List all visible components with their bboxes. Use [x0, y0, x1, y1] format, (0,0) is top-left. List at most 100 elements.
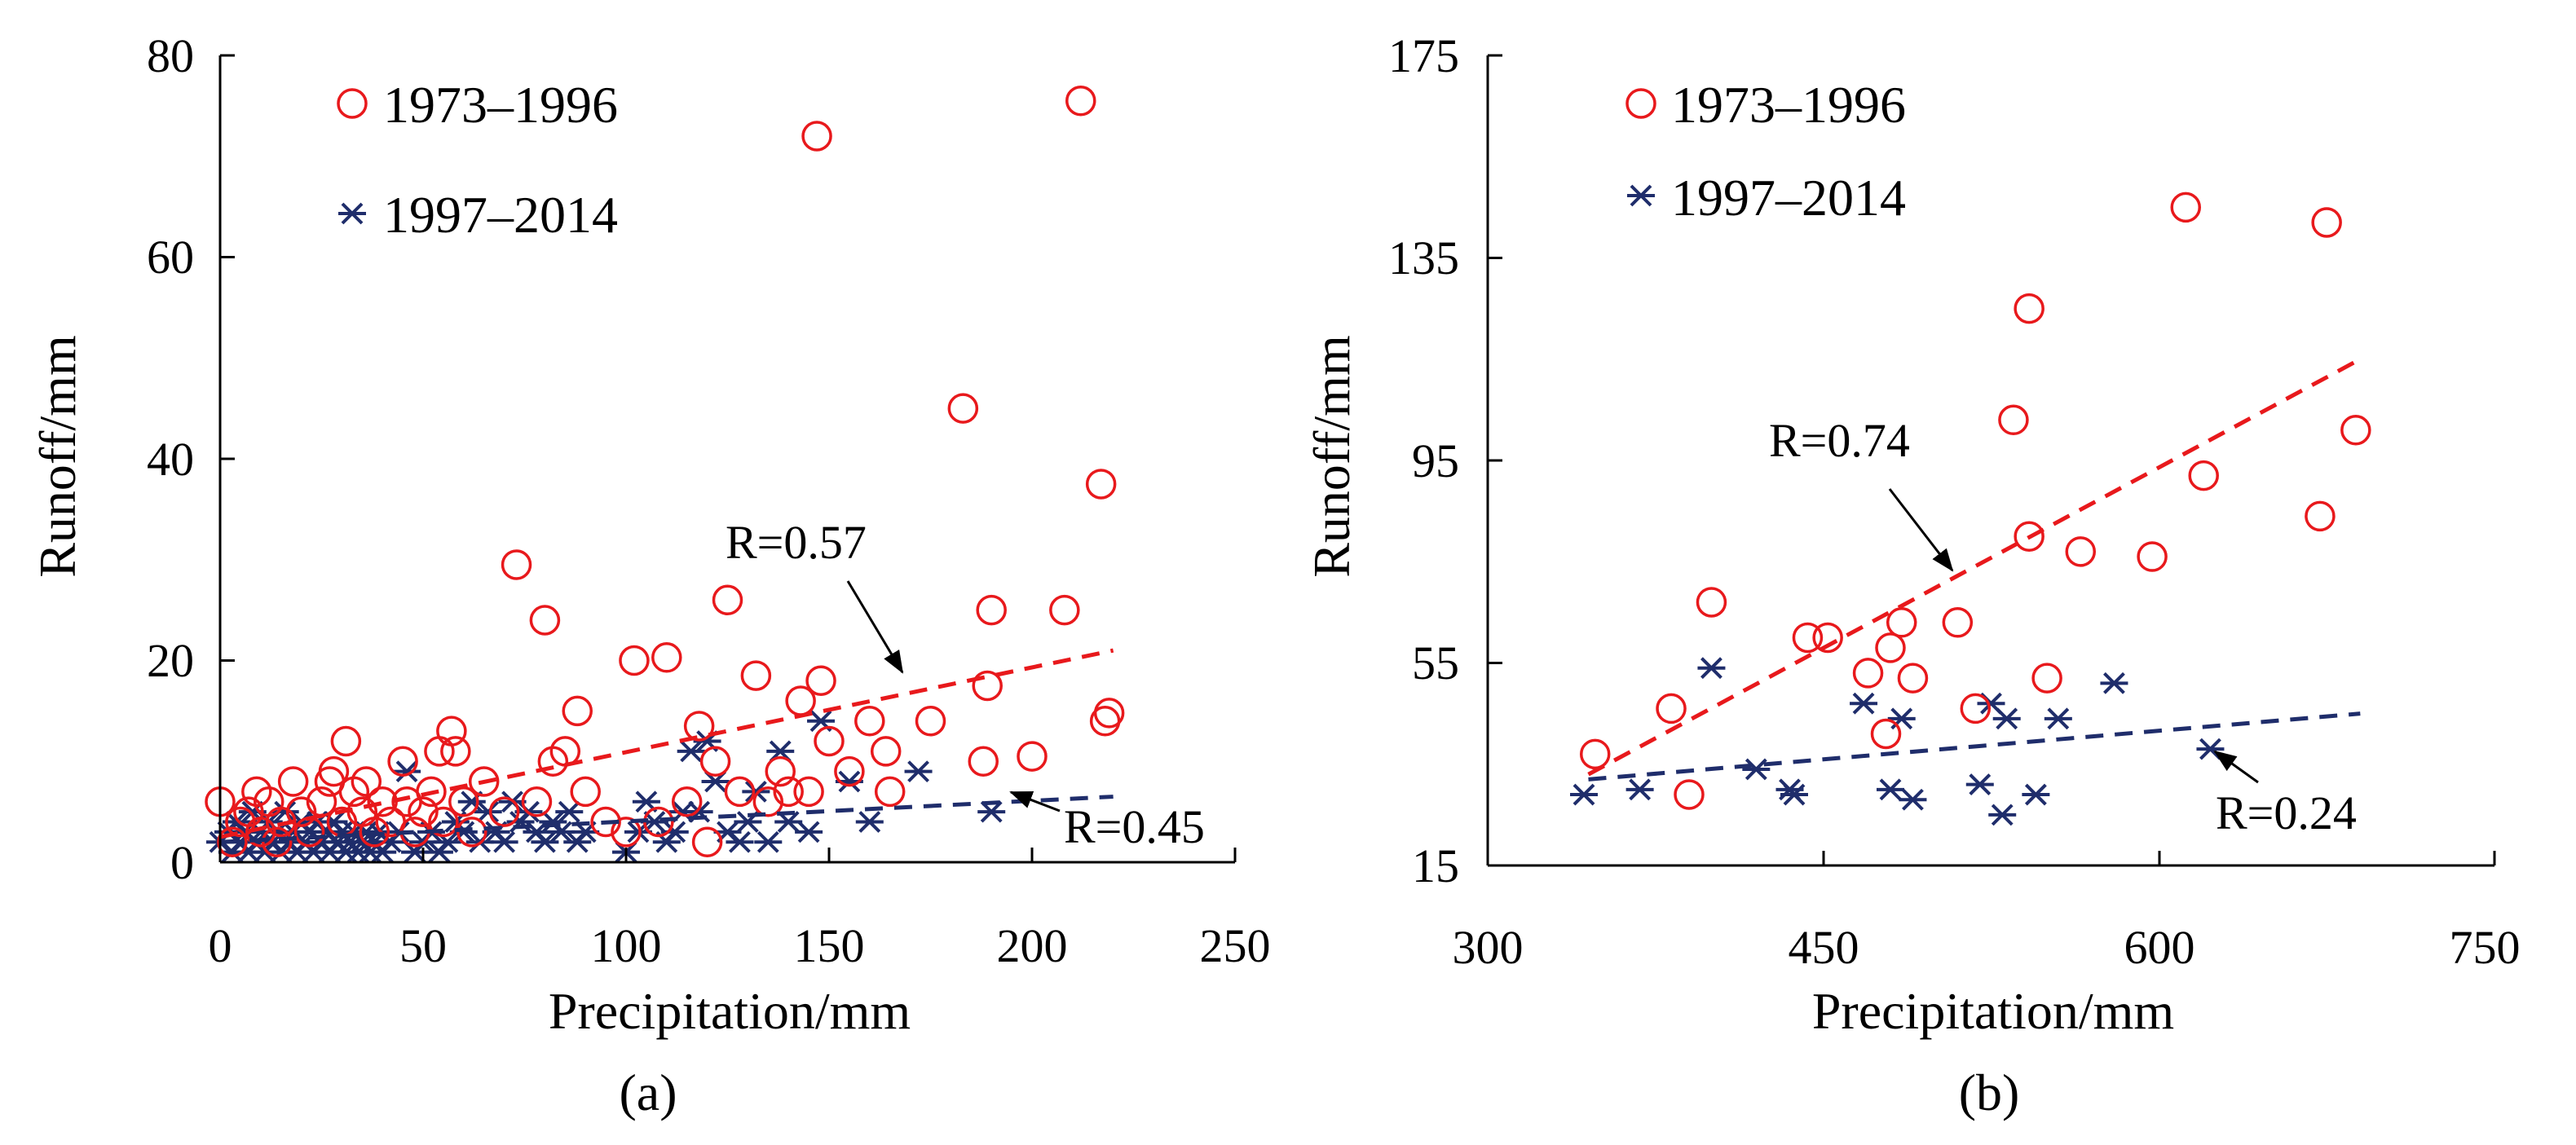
- panel-a-trendline-1973: [219, 648, 1114, 839]
- panel-b-point-1973: [2170, 192, 2202, 223]
- panel-a-x-axis-title: Precipitation/mm: [549, 982, 911, 1040]
- panel-b-point-1997: [2022, 783, 2050, 806]
- panel-a-point-1997: [555, 800, 584, 823]
- panel-a-point-1973: [801, 121, 832, 152]
- panel-a-y-tick-label: 0: [170, 836, 194, 889]
- panel-a-point-1997: [726, 830, 754, 853]
- panel-a-point-1973: [428, 806, 459, 838]
- panel-a-point-1997: [977, 800, 1006, 823]
- panel-b-point-1973: [2311, 207, 2342, 238]
- panel-a-point-1973: [1085, 469, 1117, 500]
- panel-b-point-1973: [1579, 738, 1611, 770]
- panel-a-x-tick-label: 50: [399, 919, 447, 972]
- panel-b-point-1973: [1674, 779, 1705, 810]
- panel-b-label: (b): [1959, 1064, 2020, 1121]
- panel-b-point-1973: [2137, 541, 2168, 572]
- panel-a-point-1973: [691, 826, 723, 857]
- panel-a-x-tick-label: 150: [794, 919, 865, 972]
- panel-a-point-1973: [217, 826, 248, 857]
- panel-b-x-tick-label: 600: [2124, 921, 2195, 974]
- panel-a-point-1973: [915, 706, 946, 737]
- panel-a-point-1973: [590, 806, 621, 838]
- panel-a-y-tick-label: 80: [147, 29, 194, 82]
- panel-a-y-tick-label: 40: [147, 433, 194, 486]
- panel-b-point-1973: [2305, 500, 2336, 532]
- panel-a-point-1973: [870, 736, 902, 767]
- panel-b-point-1973: [1792, 622, 1824, 654]
- panel-a-point-1973: [619, 645, 650, 676]
- panel-a-point-1973: [671, 786, 703, 817]
- panel-b: 15 55 95 135 175 300 450 600 750 Precipi…: [1303, 29, 2521, 1121]
- panel-a-point-1973: [245, 817, 276, 848]
- legend-asterisk-marker: [338, 202, 366, 225]
- panel-a-point-1973: [712, 584, 743, 615]
- panel-b-r-label-1973: R=0.74: [1769, 414, 1910, 467]
- panel-a-legend-entry-1973: 1973–1996: [383, 76, 618, 134]
- panel-a-point-1997: [271, 800, 299, 823]
- panel-a-point-1997: [393, 760, 421, 783]
- panel-a-point-1997: [904, 760, 933, 783]
- panel-b-point-1973: [1960, 693, 1992, 724]
- panel-b-y-tick-label: 95: [1412, 434, 1459, 487]
- panel-a-point-1997: [742, 780, 770, 803]
- panel-a-point-1973: [285, 796, 317, 827]
- panel-a-r-label-1997: R=0.45: [1064, 800, 1205, 853]
- panel-b-point-1997: [1625, 778, 1654, 801]
- panel-a-y-axis-title: Runoff/mm: [29, 335, 86, 578]
- panel-b-y-tick-label: 55: [1412, 636, 1459, 689]
- panel-a-point-1997: [754, 830, 783, 853]
- panel-b-point-1997: [1850, 692, 1878, 715]
- panel-b-trendline-1997: [1588, 711, 2361, 782]
- panel-b-x-tick-label: 450: [1789, 921, 1859, 974]
- panel-b-point-1973: [2340, 414, 2371, 446]
- panel-a-point-1973: [408, 796, 439, 827]
- panel-a-point-1973: [972, 670, 1003, 702]
- panel-b-point-1973: [1852, 658, 1884, 689]
- panel-b-y-ticks: 15 55 95 135 175: [1388, 29, 1502, 892]
- panel-b-point-1973: [1942, 607, 1974, 638]
- panel-a-point-1973: [318, 755, 350, 787]
- panel-a-point-1973: [521, 786, 553, 817]
- panel-a: 0 20 40 60 80 0 50 100 150 200 250 Preci…: [29, 29, 1271, 1121]
- panel-b-point-1973: [1656, 693, 1687, 724]
- panel-b-x-tick-label: 300: [1453, 921, 1524, 974]
- panel-a-point-1973: [793, 776, 824, 808]
- panel-a-trendline-1997: [219, 795, 1114, 844]
- panel-b-point-1973: [1870, 718, 1902, 750]
- panel-b-point-1997: [1742, 758, 1771, 781]
- panel-b-point-1973: [2065, 536, 2097, 567]
- panel-b-marks: [1570, 192, 2371, 826]
- panel-a-point-1973: [1017, 741, 1048, 772]
- panel-b-y-tick-label: 15: [1412, 839, 1459, 892]
- panel-b-legend-entry-1973: 1973–1996: [1671, 76, 1906, 134]
- panel-a-r-arrow-1997: [1009, 790, 1061, 813]
- panel-a-point-1973: [562, 695, 593, 727]
- panel-b-point-1973: [2031, 663, 2062, 694]
- panel-a-legend: 1973–1996 1997–2014: [337, 76, 618, 244]
- panel-a-point-1973: [968, 746, 999, 777]
- panel-a-point-1997: [855, 811, 884, 833]
- panel-a-x-ticks: 0 50 100 150 200 250: [209, 848, 1271, 972]
- legend-circle-marker: [337, 88, 368, 119]
- panel-b-point-1997: [1988, 804, 2017, 826]
- panel-a-y-ticks: 0 20 40 60 80: [147, 29, 235, 889]
- panel-b-point-1973: [1696, 587, 1727, 618]
- panel-a-point-1973: [351, 766, 382, 797]
- panel-a-point-1997: [677, 740, 705, 763]
- panel-b-point-1997: [1899, 788, 1927, 811]
- panel-a-point-1973: [261, 826, 293, 857]
- panel-b-trendline-1973: [1587, 357, 2362, 777]
- panel-b-point-1973: [2188, 460, 2219, 491]
- panel-b-point-1997: [1570, 783, 1599, 806]
- panel-b-y-tick-label: 175: [1388, 29, 1459, 82]
- panel-b-point-1997: [2100, 672, 2128, 694]
- panel-a-point-1973: [683, 711, 715, 742]
- panel-a-point-1973: [724, 776, 756, 808]
- panel-b-r-label-1997: R=0.24: [2216, 786, 2357, 839]
- panel-a-point-1973: [225, 806, 256, 838]
- panel-b-y-axis-title: Runoff/mm: [1303, 335, 1361, 578]
- panel-a-y-tick-label: 60: [147, 231, 194, 284]
- panel-a-r-arrow-1973: [846, 580, 904, 674]
- panel-a-point-1973: [752, 786, 784, 817]
